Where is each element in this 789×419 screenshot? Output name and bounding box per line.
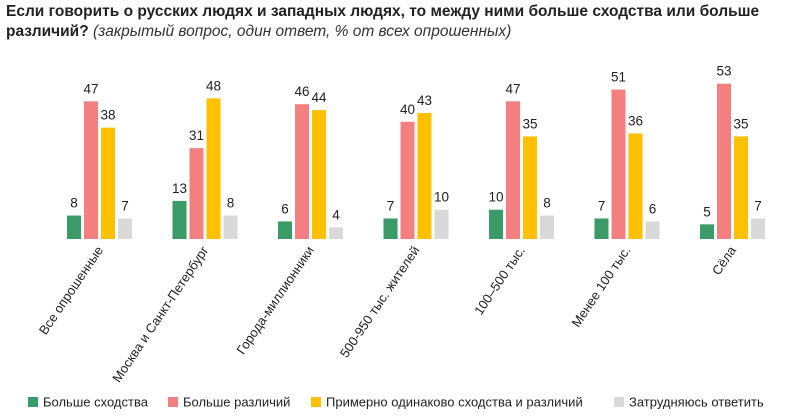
bar-3-3 — [312, 110, 326, 239]
value-label-7-1: 5 — [703, 204, 711, 219]
bar-6-1 — [594, 218, 609, 239]
bar-7-4 — [751, 218, 765, 239]
value-label-1-3: 38 — [100, 108, 115, 123]
bar-4-2 — [400, 121, 415, 239]
bar-5-1 — [489, 209, 503, 239]
legend-swatch-3 — [311, 397, 321, 407]
bars-layer — [67, 83, 765, 240]
value-label-2-4: 8 — [227, 196, 235, 211]
value-label-3-4: 4 — [332, 207, 340, 222]
value-label-7-2: 53 — [716, 64, 731, 79]
value-label-6-1: 7 — [598, 198, 606, 213]
value-label-6-2: 51 — [611, 70, 626, 85]
value-label-2-2: 31 — [189, 128, 204, 143]
bar-7-1 — [700, 224, 714, 239]
value-label-1-2: 47 — [83, 81, 98, 96]
bar-5-4 — [540, 215, 554, 239]
bar-2-3 — [206, 98, 221, 239]
value-label-5-2: 47 — [505, 81, 520, 96]
chart-subtitle: (закрытый вопрос, один ответ, % от всех … — [93, 23, 512, 40]
bar-7-3 — [734, 136, 748, 239]
value-label-7-3: 35 — [733, 116, 748, 131]
category-labels-layer: Все опрошенные Москва и Санкт-Петербург Го… — [36, 243, 740, 385]
category-label-4: 500-950 тыс. жителей — [337, 243, 423, 360]
category-label-3: Города-миллионники — [233, 243, 317, 357]
category-label-5: 100–500 тыс. — [471, 243, 528, 317]
bar-4-1 — [383, 218, 398, 239]
value-label-5-1: 10 — [488, 190, 503, 205]
value-label-1-1: 8 — [70, 196, 78, 211]
value-label-2-1: 13 — [172, 181, 187, 196]
bar-4-3 — [417, 113, 432, 239]
value-label-1-4: 7 — [121, 198, 129, 213]
legend-label-4: Затрудняюсь ответить — [629, 395, 764, 410]
bar-1-2 — [84, 101, 98, 239]
bar-2-2 — [189, 148, 204, 239]
value-label-5-4: 8 — [543, 196, 551, 211]
value-label-6-3: 36 — [628, 114, 643, 129]
category-label-6: Менее 100 тыс. — [568, 243, 633, 329]
legend-label-2: Больше различий — [183, 395, 290, 410]
bar-6-2 — [611, 89, 626, 239]
value-label-4-1: 7 — [387, 198, 395, 213]
value-label-4-2: 40 — [400, 102, 415, 117]
bar-3-1 — [278, 221, 292, 239]
bar-1-3 — [101, 127, 115, 239]
bar-1-1 — [67, 215, 81, 239]
value-label-2-3: 48 — [206, 78, 221, 93]
legend-label-3: Примерно одинаково сходства и различий — [326, 395, 583, 410]
bar-2-1 — [172, 200, 187, 239]
legend: Больше сходства Больше различий Примерно о… — [28, 395, 764, 410]
value-label-3-1: 6 — [281, 201, 289, 216]
legend-label-1: Больше сходства — [43, 395, 149, 410]
legend-swatch-1 — [28, 397, 38, 407]
bar-2-4 — [223, 215, 238, 239]
value-label-7-4: 7 — [754, 198, 762, 213]
value-label-4-3: 43 — [417, 93, 432, 108]
bar-6-4 — [645, 221, 660, 239]
bar-1-4 — [118, 218, 132, 239]
legend-swatch-2 — [168, 397, 178, 407]
bar-5-2 — [506, 101, 520, 239]
value-label-3-3: 44 — [311, 90, 327, 105]
category-label-1: Все опрошенные — [36, 243, 106, 337]
value-label-6-4: 6 — [649, 201, 657, 216]
chart-title-main: Если говорить о русских людях и западных… — [6, 3, 760, 40]
bar-3-4 — [329, 227, 343, 239]
category-label-7: Сёла — [709, 243, 739, 278]
chart-title: Если говорить о русских людях и западных… — [6, 2, 786, 42]
category-label-2: Москва и Санкт-Петербург — [109, 243, 212, 385]
bar-4-4 — [434, 209, 449, 239]
bar-6-3 — [628, 133, 643, 239]
bar-5-3 — [523, 136, 537, 239]
value-label-5-3: 35 — [522, 116, 537, 131]
value-label-4-4: 10 — [434, 190, 449, 205]
bar-7-2 — [717, 83, 731, 240]
value-label-3-2: 46 — [294, 84, 309, 99]
bar-3-2 — [295, 104, 309, 239]
legend-swatch-4 — [614, 397, 624, 407]
